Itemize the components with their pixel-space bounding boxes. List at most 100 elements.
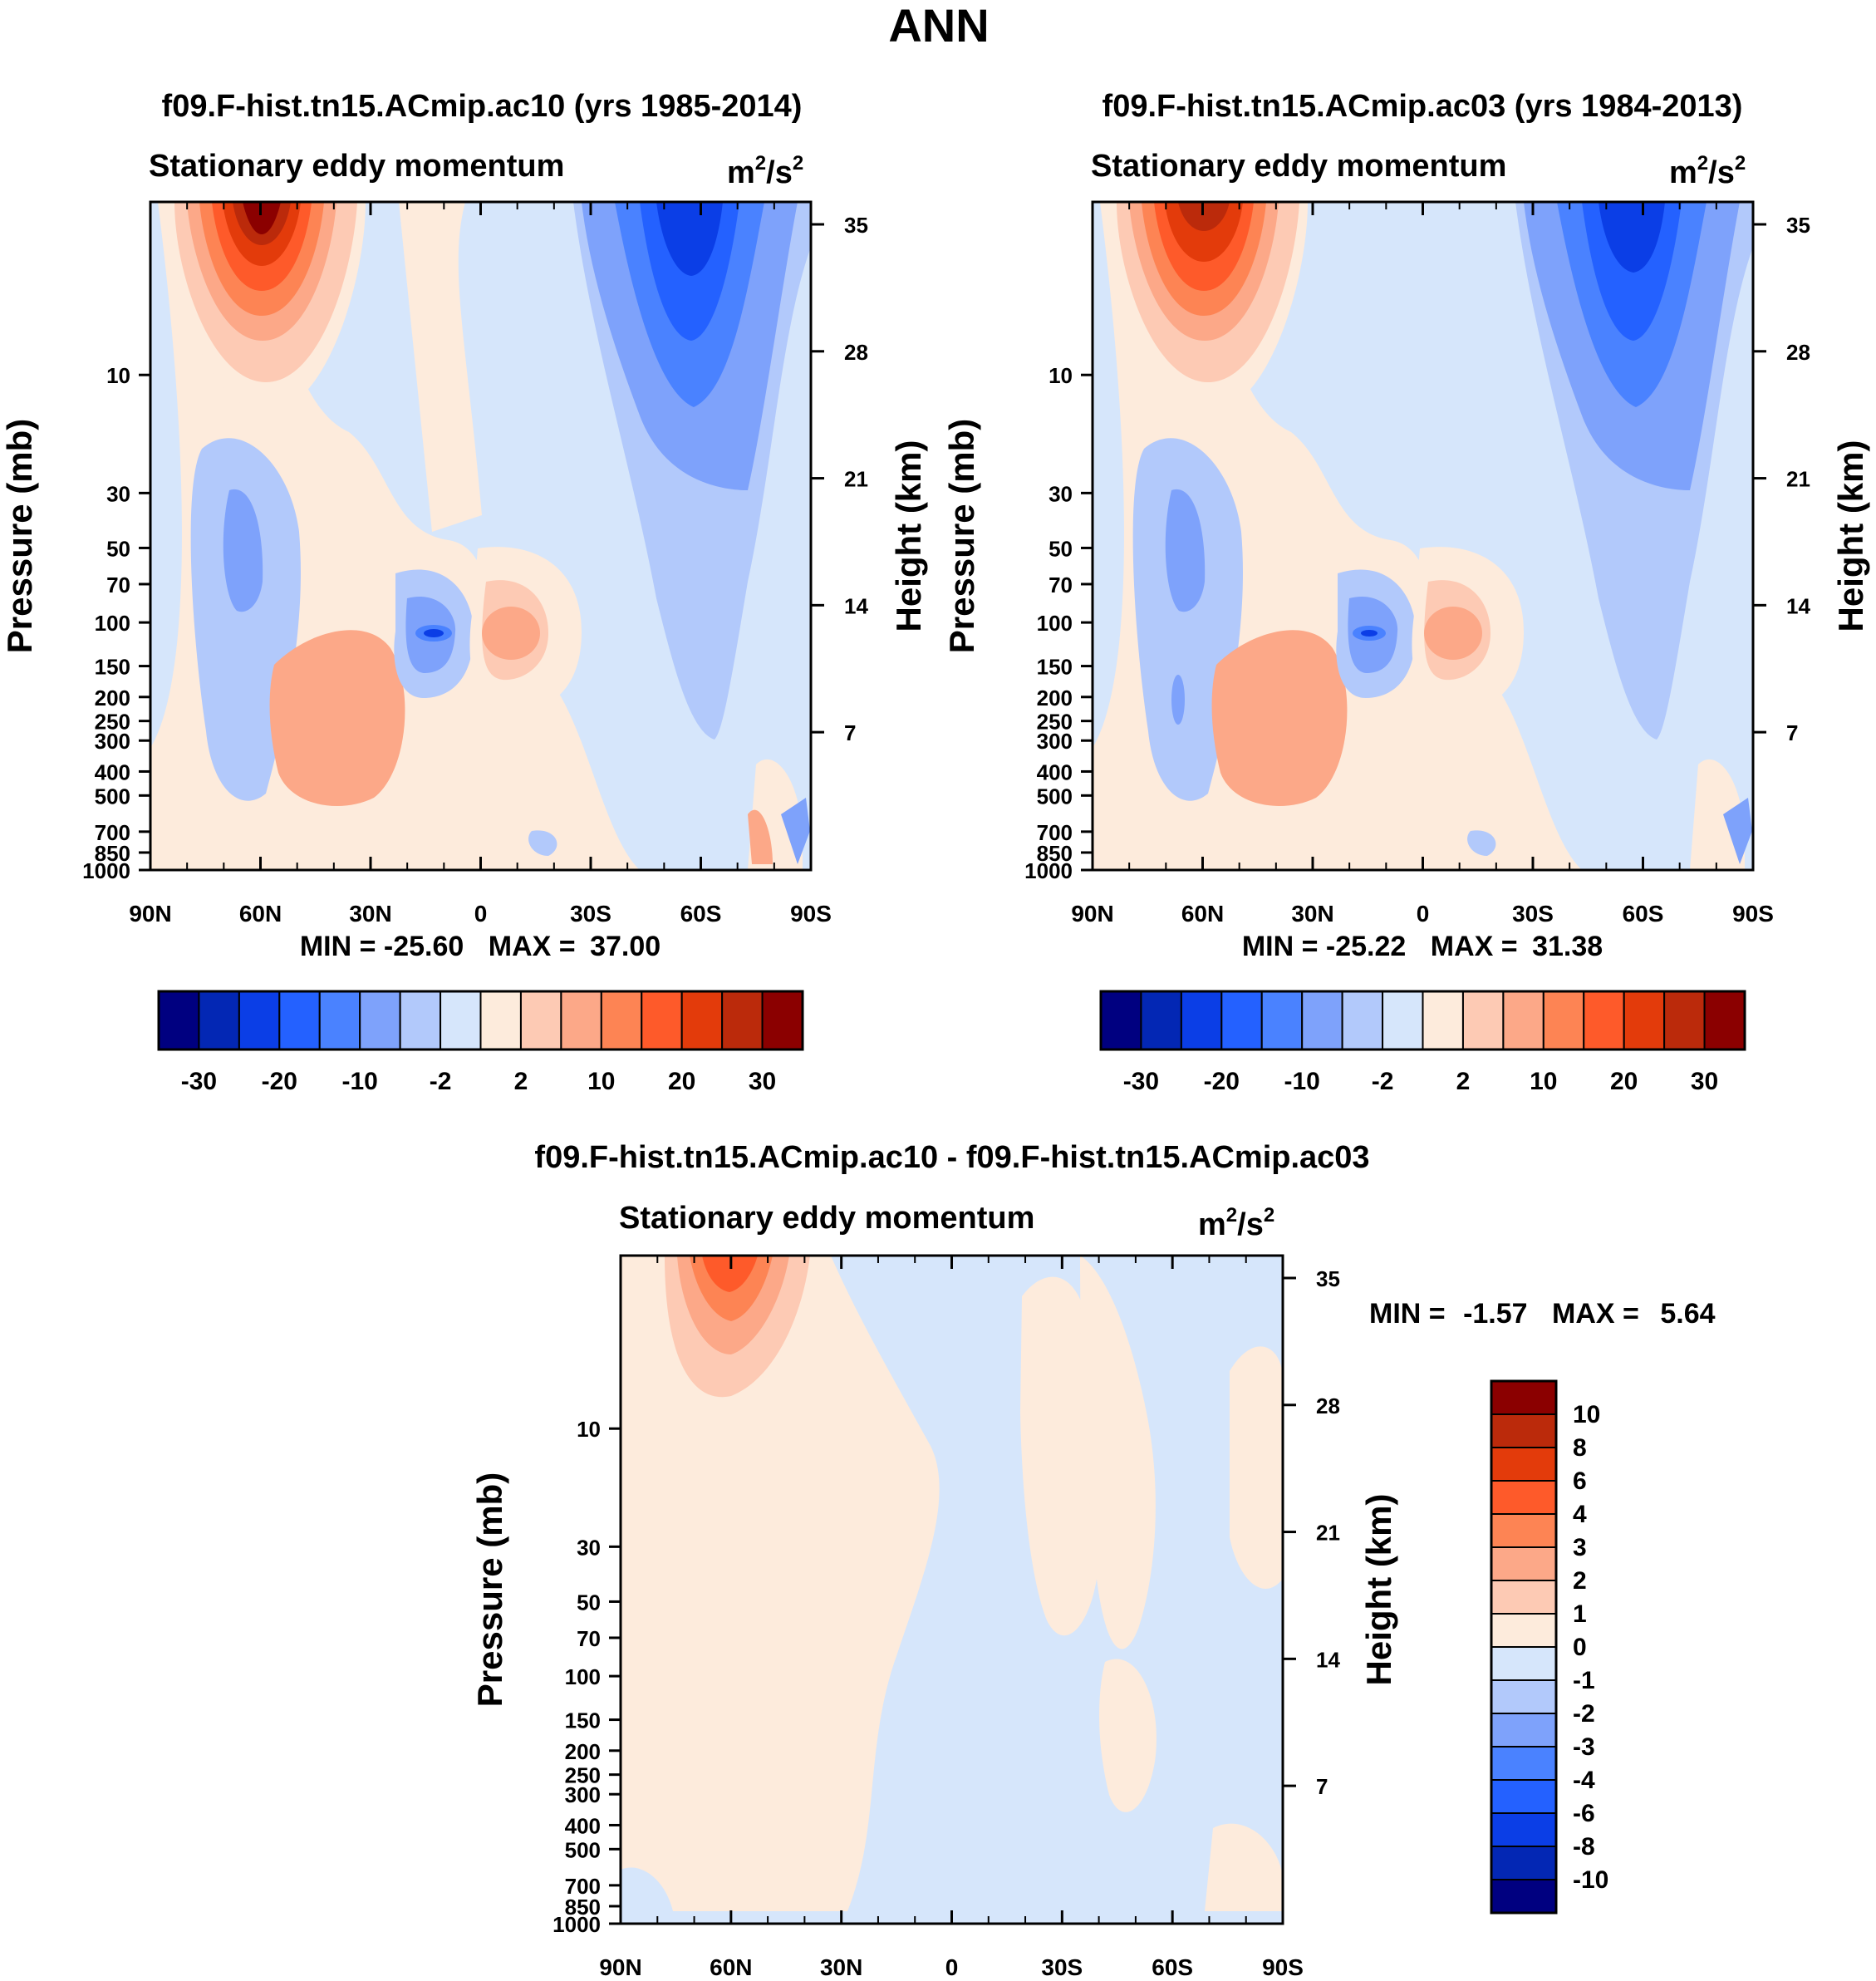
colorbar-box bbox=[519, 990, 562, 1050]
y-tick-label: 1000 bbox=[552, 1912, 601, 1937]
colorbar-box bbox=[1490, 1613, 1557, 1648]
units-exp: 2 bbox=[1264, 1204, 1274, 1226]
colorbar-box bbox=[158, 990, 200, 1050]
colorbar-box bbox=[198, 990, 240, 1050]
y-tick-label: 10 bbox=[106, 363, 130, 388]
x-tick-label: 90S bbox=[1262, 1954, 1304, 1980]
y-tick-label: 200 bbox=[95, 686, 130, 710]
y2-tick-label: 35 bbox=[844, 213, 868, 238]
panel-2: f09.F-hist.tn15.ACmip.ac03 (yrs 1984-201… bbox=[942, 89, 1870, 1095]
colorbar-label: 2 bbox=[1573, 1567, 1587, 1595]
x-tick-label: 90N bbox=[129, 901, 171, 927]
y-tick-label: 30 bbox=[577, 1535, 601, 1560]
colorbar-box bbox=[1623, 990, 1666, 1050]
units-exp: 2 bbox=[755, 152, 766, 175]
panel-1-subtitle: Stationary eddy momentum bbox=[149, 149, 564, 184]
colorbar-label: 0 bbox=[1573, 1634, 1587, 1661]
colorbar-box bbox=[641, 990, 683, 1050]
colorbar-frame bbox=[157, 990, 804, 1051]
colorbar-box bbox=[1703, 990, 1746, 1050]
panel-3-axes: 90N 60N 30N 0 30S 60S 90S103050701001502002503… bbox=[552, 1256, 1340, 1980]
colorbar-box bbox=[1490, 1447, 1557, 1482]
colorbar-box bbox=[1490, 1713, 1557, 1748]
colorbar-label: -4 bbox=[1573, 1767, 1595, 1794]
y2-tick-label: 7 bbox=[844, 720, 856, 745]
colorbar-box bbox=[1382, 990, 1424, 1050]
panel-3-minmax: MIN = -1.57 MAX = 5.64 bbox=[1369, 1298, 1716, 1330]
x-tick-label: 30S bbox=[570, 901, 611, 927]
panel-3-subtitle: Stationary eddy momentum bbox=[619, 1201, 1034, 1236]
y2-tick-label: 7 bbox=[1786, 720, 1798, 745]
colorbar-label: 20 bbox=[1610, 1068, 1638, 1095]
colorbar-box bbox=[1490, 1413, 1557, 1448]
colorbar-label: -3 bbox=[1573, 1733, 1595, 1761]
panel-3-ylabel: Pressure (mb) bbox=[470, 1472, 509, 1707]
x-tick-label: 90S bbox=[790, 901, 832, 927]
x-tick-label: 0 bbox=[1417, 901, 1430, 927]
units-base: m bbox=[1669, 155, 1697, 190]
colorbar-label: 30 bbox=[749, 1068, 776, 1095]
y-tick-label: 1000 bbox=[82, 858, 130, 883]
colorbar-label: 20 bbox=[668, 1068, 695, 1095]
units-exp: 2 bbox=[793, 152, 803, 175]
colorbar-label: -6 bbox=[1573, 1800, 1595, 1827]
panel-1-contour-field bbox=[150, 202, 811, 870]
colorbar-box bbox=[1100, 990, 1142, 1050]
y-tick-label: 70 bbox=[106, 573, 130, 597]
units-mid: /s bbox=[766, 155, 793, 190]
min-value: -1.57 bbox=[1463, 1298, 1528, 1330]
panel-3-units: m2/s2 bbox=[1198, 1204, 1274, 1242]
y-tick-label: 700 bbox=[565, 1874, 601, 1899]
units-exp: 2 bbox=[1226, 1204, 1237, 1226]
y-tick-label: 250 bbox=[95, 710, 130, 735]
max-value: 37.00 bbox=[590, 931, 661, 962]
y2-tick-label: 21 bbox=[1316, 1521, 1340, 1546]
panel-1-title: f09.F-hist.tn15.ACmip.ac10 (yrs 1985-201… bbox=[162, 89, 803, 124]
y-tick-label: 300 bbox=[1037, 729, 1073, 754]
colorbar-box bbox=[1490, 1812, 1557, 1847]
panel-1-ylabel: Pressure (mb) bbox=[0, 419, 39, 653]
colorbar-box bbox=[1490, 1746, 1557, 1781]
units-base: m bbox=[727, 155, 755, 190]
colorbar-label: -2 bbox=[430, 1068, 452, 1095]
panel-2-minmax: MIN = -25.22 MAX = 31.38 bbox=[1242, 931, 1603, 962]
colorbar-label: 2 bbox=[514, 1068, 528, 1095]
x-tick-label: 90S bbox=[1732, 901, 1774, 927]
colorbar-box bbox=[1490, 1779, 1557, 1814]
y-tick-label: 100 bbox=[1037, 611, 1073, 636]
min-label: MIN = bbox=[1369, 1298, 1446, 1330]
y-tick-label: 150 bbox=[1037, 655, 1073, 680]
y-tick-label: 150 bbox=[565, 1708, 601, 1733]
y-tick-label: 50 bbox=[106, 536, 130, 561]
figure-title: ANN bbox=[888, 0, 989, 52]
x-tick-label: 60S bbox=[1623, 901, 1664, 927]
colorbar-box bbox=[1490, 1846, 1557, 1880]
colorbar-label: -1 bbox=[1573, 1667, 1595, 1694]
panel-2-units: m2/s2 bbox=[1669, 152, 1746, 190]
min-label: MIN = bbox=[1242, 931, 1319, 962]
y-tick-label: 200 bbox=[1037, 686, 1073, 710]
min-value: -25.22 bbox=[1326, 931, 1406, 962]
panel-1-colorbar: -30 -20 -10 -2 2 10 20 30 bbox=[157, 990, 804, 1095]
colorbar-box bbox=[1490, 1679, 1557, 1714]
colorbar-label: -2 bbox=[1573, 1700, 1595, 1728]
y2-tick-label: 28 bbox=[844, 340, 868, 365]
y2-tick-label: 28 bbox=[1316, 1394, 1340, 1418]
colorbar-box bbox=[399, 990, 442, 1050]
colorbar-box bbox=[278, 990, 321, 1050]
y-tick-label: 250 bbox=[1037, 710, 1073, 735]
y-tick-label: 10 bbox=[1048, 363, 1073, 388]
colorbar-label: -8 bbox=[1573, 1833, 1595, 1861]
min-label: MIN = bbox=[300, 931, 376, 962]
y-tick-label: 70 bbox=[1048, 573, 1073, 597]
x-tick-label: 30N bbox=[349, 901, 391, 927]
y-tick-label: 300 bbox=[95, 729, 130, 754]
colorbar-label: -30 bbox=[181, 1068, 217, 1095]
colorbar-label: 3 bbox=[1573, 1534, 1587, 1561]
colorbar-box bbox=[359, 990, 401, 1050]
colorbar-box bbox=[479, 990, 522, 1050]
y-tick-label: 850 bbox=[565, 1895, 601, 1920]
y-tick-label: 400 bbox=[1037, 759, 1073, 784]
colorbar-label: 1 bbox=[1573, 1600, 1587, 1628]
